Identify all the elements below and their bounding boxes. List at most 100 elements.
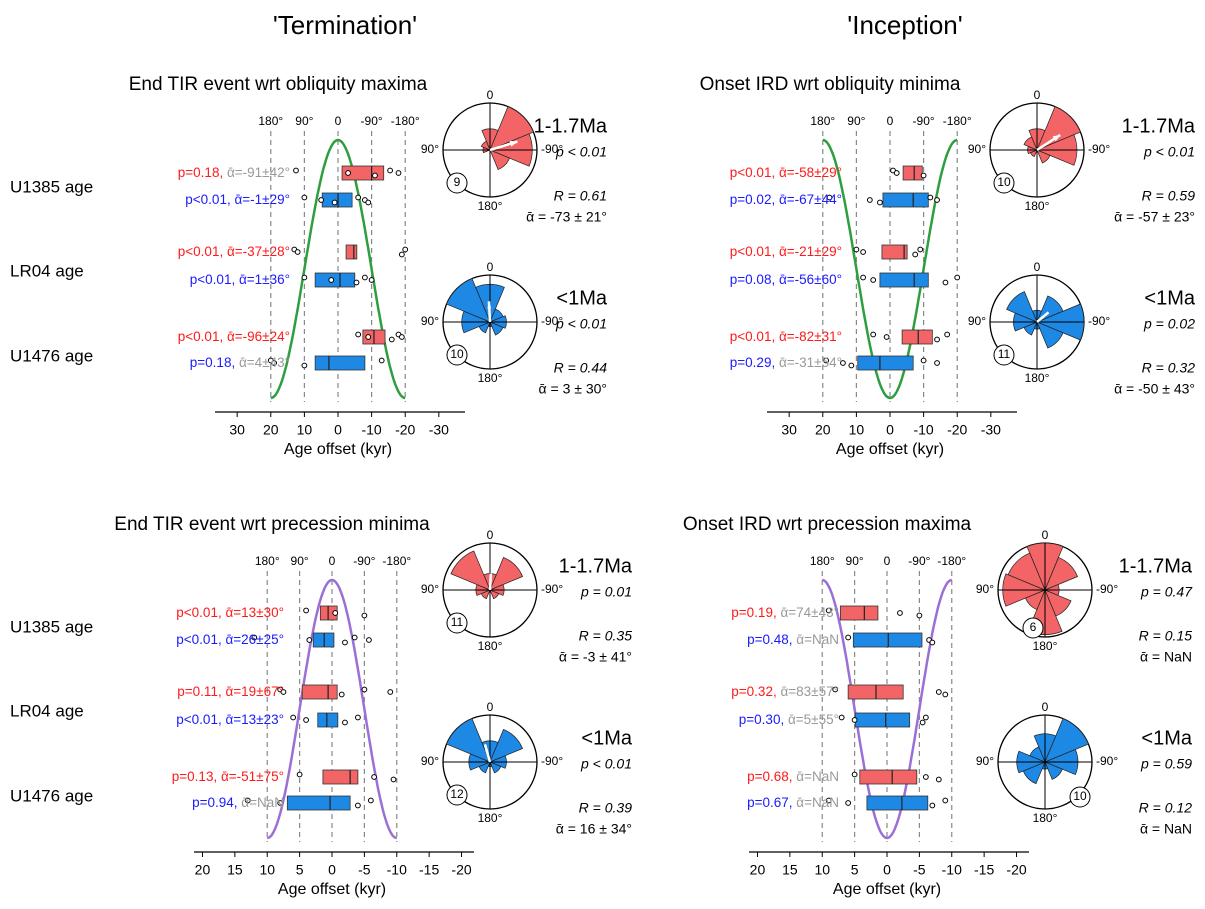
x-tick-label: 10 xyxy=(814,862,830,878)
data-point xyxy=(866,197,873,203)
rose-period: <1Ma xyxy=(1144,287,1195,309)
box xyxy=(852,632,923,648)
data-point xyxy=(927,194,934,201)
data-point xyxy=(387,689,394,695)
p-value: p=0.08, xyxy=(730,272,775,287)
stat-annotation: p<0.01, ᾱ=-96±24° xyxy=(178,329,290,344)
box xyxy=(317,712,339,728)
data-point xyxy=(293,167,299,174)
data-point xyxy=(271,360,278,366)
count: 12 xyxy=(450,787,464,801)
panel: Onset IRD wrt precession maxima 180° 90° 0 -… xyxy=(683,514,1193,898)
rose-label: 90° xyxy=(421,754,439,768)
rose-p: p < 0.01 xyxy=(580,756,632,772)
box xyxy=(286,795,351,811)
rose-r: R = 0.35 xyxy=(579,628,633,644)
data-point xyxy=(277,800,284,806)
data-point xyxy=(280,689,287,695)
rose-alpha: ᾱ = -73 ± 21° xyxy=(526,209,607,225)
phase-tick-label: -90° xyxy=(913,114,935,128)
data-point xyxy=(290,714,297,721)
box xyxy=(857,355,914,371)
phase-tick-label: 90° xyxy=(846,554,864,568)
data-point xyxy=(355,194,362,201)
count-badge xyxy=(1022,617,1044,639)
rose-label: 0 xyxy=(487,528,494,542)
box xyxy=(879,272,929,288)
rose-label: 0 xyxy=(1034,260,1041,274)
p-value: p=0.67, xyxy=(747,795,792,810)
data-point xyxy=(301,194,308,201)
row-label: LR04 age xyxy=(10,701,84,720)
rose-p: p < 0.01 xyxy=(555,144,607,160)
mean-phase: ᾱ=26±25° xyxy=(225,632,284,647)
panel-title: Onset IRD wrt obliquity minima xyxy=(700,74,961,95)
data-point xyxy=(897,610,903,616)
data-point xyxy=(351,634,358,641)
data-point xyxy=(848,362,855,369)
phase-tick-label: -90° xyxy=(353,554,375,568)
rose-p: p < 0.01 xyxy=(1143,144,1195,160)
rose-sector xyxy=(1007,552,1046,591)
rose-p: p < 0.01 xyxy=(555,316,607,332)
stat-annotation: p=0.13, ᾱ=-51±75° xyxy=(172,769,284,784)
rose-period: 1-1.7Ma xyxy=(1119,555,1193,577)
mean-vector-head xyxy=(489,573,492,581)
data-point xyxy=(398,251,405,258)
rose-alpha: ᾱ = 3 ± 30° xyxy=(539,381,607,397)
data-point xyxy=(942,691,949,698)
count: 11 xyxy=(998,347,1011,361)
phase-tick-label: 180° xyxy=(258,114,283,128)
p-value: p=0.18, xyxy=(178,165,223,180)
phase-tick-label: -90° xyxy=(361,114,383,128)
mean-phase: ᾱ=NaN xyxy=(796,632,839,647)
rose-label: 180° xyxy=(478,371,503,385)
x-tick-label: 10 xyxy=(849,422,865,438)
box xyxy=(312,632,335,648)
data-point xyxy=(355,714,361,721)
mean-phase: ᾱ=5±55° xyxy=(788,712,839,727)
rose-period: <1Ma xyxy=(556,287,607,309)
data-point xyxy=(883,334,890,340)
mean-vector-head xyxy=(1042,312,1049,318)
mean-phase: ᾱ=4±43° xyxy=(239,355,290,370)
x-tick-label: -10 xyxy=(361,422,381,438)
data-point xyxy=(398,334,405,340)
x-tick-label: -30 xyxy=(429,422,449,438)
rose-label: 0 xyxy=(487,88,494,102)
data-point xyxy=(920,172,927,179)
rose-label: 180° xyxy=(1025,371,1050,385)
stat-annotation: p=0.29, ᾱ=-31±54° xyxy=(730,355,842,370)
data-point xyxy=(361,612,368,619)
rose-r: R = 0.59 xyxy=(1142,188,1196,204)
x-tick-label: -20 xyxy=(1006,862,1026,878)
rose-sector xyxy=(489,589,500,600)
rose-label: 0 xyxy=(1042,700,1049,714)
phase-tick-label: 180° xyxy=(810,554,835,568)
rose-label: 90° xyxy=(421,314,439,328)
x-tick-label: 0 xyxy=(883,862,891,878)
x-tick-label: 30 xyxy=(781,422,797,438)
p-value: p<0.01, xyxy=(176,632,221,647)
rose-label: 180° xyxy=(1033,811,1058,825)
rose-label: 90° xyxy=(976,582,994,596)
data-point xyxy=(345,170,351,176)
data-point xyxy=(355,331,362,338)
phase-tick-label: 180° xyxy=(255,554,280,568)
rose-label: 90° xyxy=(968,142,986,156)
data-point xyxy=(853,246,860,253)
x-tick-label: 5 xyxy=(851,862,859,878)
data-point xyxy=(922,774,929,780)
x-tick-label: 10 xyxy=(297,422,313,438)
data-point xyxy=(860,249,867,255)
x-tick-label: -20 xyxy=(947,422,967,438)
rose-label: 0 xyxy=(1034,88,1041,102)
mean-phase: ᾱ=-58±29° xyxy=(779,165,842,180)
rose-sector xyxy=(1044,556,1079,591)
data-point xyxy=(328,277,335,283)
data-point xyxy=(944,331,951,338)
x-tick-label: 15 xyxy=(782,862,798,878)
rose-sector xyxy=(489,728,524,763)
data-point xyxy=(877,199,883,206)
p-value: p=0.29, xyxy=(730,355,775,370)
